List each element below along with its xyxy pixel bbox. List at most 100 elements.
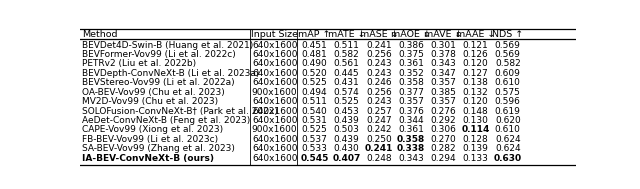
Text: 0.569: 0.569 <box>495 50 521 59</box>
Text: 640x1600: 640x1600 <box>252 59 298 68</box>
Text: 0.270: 0.270 <box>431 135 456 144</box>
Text: Method: Method <box>82 30 118 39</box>
Text: 0.120: 0.120 <box>463 59 488 68</box>
Text: 900x1600: 900x1600 <box>252 125 298 134</box>
Text: BEVStereo-Vov99 (Li et al. 2022a): BEVStereo-Vov99 (Li et al. 2022a) <box>82 78 235 87</box>
Text: 0.385: 0.385 <box>430 88 456 97</box>
Text: 0.132: 0.132 <box>463 88 488 97</box>
Text: 0.453: 0.453 <box>333 107 360 115</box>
Text: mATE ↓: mATE ↓ <box>328 30 365 39</box>
Text: AeDet-ConvNeXt-B (Feng et al. 2023): AeDet-ConvNeXt-B (Feng et al. 2023) <box>82 116 250 125</box>
Text: 0.386: 0.386 <box>398 40 424 50</box>
Text: 0.361: 0.361 <box>398 125 424 134</box>
Text: 0.609: 0.609 <box>495 69 521 78</box>
Text: mAAE ↓: mAAE ↓ <box>456 30 495 39</box>
Text: 0.376: 0.376 <box>398 107 424 115</box>
Text: 0.377: 0.377 <box>398 88 424 97</box>
Text: PETRv2 (Liu et al. 2022b): PETRv2 (Liu et al. 2022b) <box>82 59 196 68</box>
Text: OA-BEV-Vov99 (Chu et al. 2023): OA-BEV-Vov99 (Chu et al. 2023) <box>82 88 225 97</box>
Text: 0.294: 0.294 <box>431 154 456 163</box>
Text: 0.375: 0.375 <box>398 50 424 59</box>
Text: 640x1600: 640x1600 <box>252 144 298 153</box>
Text: 0.575: 0.575 <box>495 88 521 97</box>
Text: 0.620: 0.620 <box>495 116 521 125</box>
Text: 0.630: 0.630 <box>493 154 522 163</box>
Text: 640x1600: 640x1600 <box>252 116 298 125</box>
Text: SOLOFusion-ConvNeXt-B† (Park et al. 2022): SOLOFusion-ConvNeXt-B† (Park et al. 2022… <box>82 107 278 115</box>
Text: 0.574: 0.574 <box>333 88 360 97</box>
Text: 0.537: 0.537 <box>301 135 327 144</box>
Text: mAOE ↓: mAOE ↓ <box>391 30 431 39</box>
Text: 0.343: 0.343 <box>398 154 424 163</box>
Text: 0.531: 0.531 <box>301 116 327 125</box>
Text: 0.582: 0.582 <box>333 50 360 59</box>
Text: 0.451: 0.451 <box>301 40 327 50</box>
Text: 0.243: 0.243 <box>366 59 392 68</box>
Text: 0.114: 0.114 <box>461 125 490 134</box>
Text: 0.343: 0.343 <box>431 59 456 68</box>
Text: 640x1600: 640x1600 <box>252 78 298 87</box>
Text: 0.596: 0.596 <box>495 97 521 106</box>
Text: 0.292: 0.292 <box>431 116 456 125</box>
Text: 0.148: 0.148 <box>463 107 488 115</box>
Text: 640x1600: 640x1600 <box>252 154 298 163</box>
Text: CAPE-Vov99 (Xiong et al. 2023): CAPE-Vov99 (Xiong et al. 2023) <box>82 125 223 134</box>
Text: 0.525: 0.525 <box>333 97 360 106</box>
Text: mASE ↓: mASE ↓ <box>360 30 398 39</box>
Text: 0.439: 0.439 <box>333 135 360 144</box>
Text: IA-BEV-ConvNeXt-B (ours): IA-BEV-ConvNeXt-B (ours) <box>82 154 214 163</box>
Text: 0.610: 0.610 <box>495 78 521 87</box>
Text: 640x1600: 640x1600 <box>252 50 298 59</box>
Text: 0.494: 0.494 <box>301 88 327 97</box>
Text: BEVDet4D-Swin-B (Huang et al. 2021): BEVDet4D-Swin-B (Huang et al. 2021) <box>82 40 253 50</box>
Text: 0.301: 0.301 <box>430 40 456 50</box>
Text: 640x1600: 640x1600 <box>252 69 298 78</box>
Text: 0.138: 0.138 <box>463 78 488 87</box>
Text: 0.250: 0.250 <box>366 135 392 144</box>
Text: 0.243: 0.243 <box>366 97 392 106</box>
Text: 0.276: 0.276 <box>431 107 456 115</box>
Text: 0.247: 0.247 <box>366 116 392 125</box>
Text: 0.358: 0.358 <box>397 135 425 144</box>
Text: 0.582: 0.582 <box>495 59 521 68</box>
Text: 0.241: 0.241 <box>365 144 393 153</box>
Text: 0.624: 0.624 <box>495 144 520 153</box>
Text: 0.525: 0.525 <box>301 125 327 134</box>
Text: 0.352: 0.352 <box>398 69 424 78</box>
Text: 0.439: 0.439 <box>333 116 360 125</box>
Text: MV2D-Vov99 (Chu et al. 2023): MV2D-Vov99 (Chu et al. 2023) <box>82 97 218 106</box>
Text: 0.445: 0.445 <box>334 69 360 78</box>
Text: 0.430: 0.430 <box>333 144 360 153</box>
Text: NDS ↑: NDS ↑ <box>492 30 524 39</box>
Text: 0.619: 0.619 <box>495 107 521 115</box>
Text: 0.545: 0.545 <box>300 154 328 163</box>
Text: 0.248: 0.248 <box>366 154 392 163</box>
Text: 0.246: 0.246 <box>366 78 392 87</box>
Text: 0.569: 0.569 <box>495 40 521 50</box>
Text: 0.306: 0.306 <box>430 125 456 134</box>
Text: 0.533: 0.533 <box>301 144 327 153</box>
Text: 640x1600: 640x1600 <box>252 135 298 144</box>
Text: 900x1600: 900x1600 <box>252 88 298 97</box>
Text: 0.357: 0.357 <box>430 78 456 87</box>
Text: 0.243: 0.243 <box>366 69 392 78</box>
Text: 0.338: 0.338 <box>397 144 425 153</box>
Text: 0.511: 0.511 <box>301 97 327 106</box>
Text: 0.431: 0.431 <box>333 78 360 87</box>
Text: 0.407: 0.407 <box>332 154 361 163</box>
Text: 0.610: 0.610 <box>495 125 521 134</box>
Text: mAP ↑: mAP ↑ <box>298 30 331 39</box>
Text: 0.241: 0.241 <box>366 40 392 50</box>
Text: 0.120: 0.120 <box>463 97 488 106</box>
Text: 0.624: 0.624 <box>495 135 520 144</box>
Text: 0.361: 0.361 <box>398 59 424 68</box>
Text: BEVFormer-Vov99 (Li et al. 2022c): BEVFormer-Vov99 (Li et al. 2022c) <box>82 50 236 59</box>
Text: 0.511: 0.511 <box>333 40 360 50</box>
Text: 0.358: 0.358 <box>398 78 424 87</box>
Text: 0.481: 0.481 <box>301 50 327 59</box>
Text: 0.256: 0.256 <box>366 50 392 59</box>
Text: 0.525: 0.525 <box>301 78 327 87</box>
Text: 0.357: 0.357 <box>430 97 456 106</box>
Text: BEVDepth-ConvNeXt-B (Li et al. 2023a): BEVDepth-ConvNeXt-B (Li et al. 2023a) <box>82 69 259 78</box>
Text: 0.282: 0.282 <box>431 144 456 153</box>
